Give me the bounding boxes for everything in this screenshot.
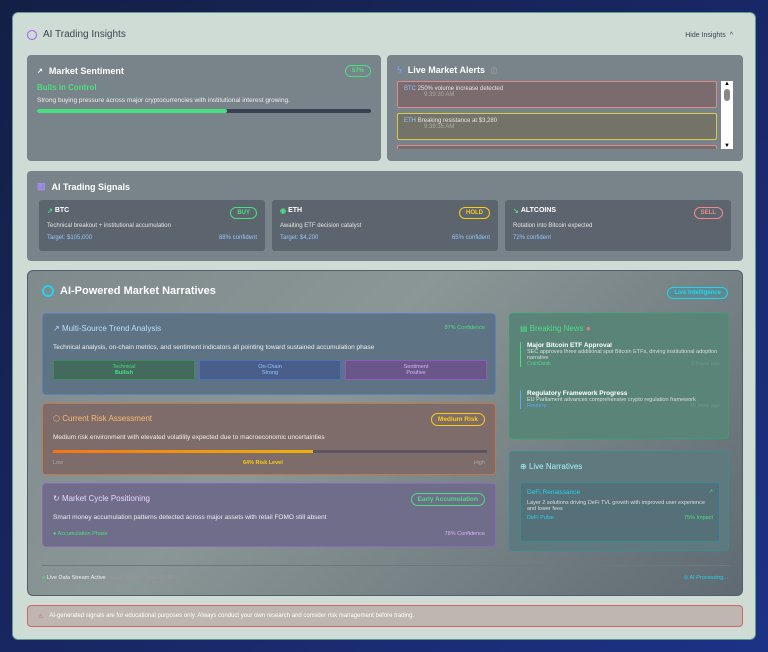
trading-signals-card: ▥ AI Trading Signals ↗ BTC BUY Technical br…	[27, 171, 743, 261]
panel-title: AI Trading Insights	[43, 29, 126, 40]
market-sentiment-card: ↗ Market Sentiment 57% Bulls in Control S…	[27, 55, 381, 161]
ai-processing-indicator: ◎ AI Processing...	[683, 575, 728, 581]
warning-icon: ⚠	[38, 613, 44, 620]
signal-card-btc[interactable]: ↗ BTC BUY Technical breakout + institution…	[39, 200, 265, 251]
lightning-icon: ϟ	[397, 65, 402, 75]
chart-icon: ▥	[37, 181, 46, 191]
trend-up-icon: ↗	[37, 68, 43, 75]
sentiment-desc: Strong buying pressure across major cryp…	[37, 97, 290, 104]
disclaimer: ⚠ AI-generated signals are for educationa…	[27, 605, 743, 627]
alert-item: BTC 250% volume increase detected 9:39:30…	[397, 81, 717, 108]
sentiment-title: Market Sentiment	[48, 66, 124, 76]
metric-onchain: On-Chain Strong	[199, 360, 341, 380]
signal-card-altcoins[interactable]: ↘ ALTCOINS SELL Rotation into Bitcoin expe…	[505, 200, 731, 251]
live-narratives-box: ⊕ Live Narratives DeFi Renaissance ↗ Laye…	[509, 451, 729, 551]
hide-insights-button[interactable]: Hide Insights ^	[685, 32, 733, 39]
brain-icon	[27, 29, 37, 40]
insights-panel: AI Trading Insights Hide Insights ^ ↗ Mark…	[12, 12, 756, 640]
sentiment-badge: 57%	[344, 65, 371, 77]
live-intelligence-badge: Live Intelligence	[667, 287, 728, 299]
metric-sentiment: Sentiment Positive	[345, 360, 487, 380]
cycle-positioning-box: ↻ Market Cycle Positioning Early Accumul…	[42, 483, 496, 547]
info-icon: ⓘ	[490, 68, 497, 75]
trend-analysis-box: ↗ Multi-Source Trend Analysis 87% Confid…	[42, 313, 496, 395]
signal-card-eth[interactable]: ◉ ETH HOLD Awaiting ETF decision catalyst T…	[272, 200, 498, 251]
news-item[interactable]: Regulatory Framework Progress EU Parliame…	[520, 390, 720, 409]
narratives-section: AI-Powered Market Narratives Live Intell…	[27, 270, 743, 596]
risk-bar	[53, 450, 487, 453]
metric-technical: Technical Bullish	[53, 360, 195, 380]
target-icon	[42, 285, 54, 297]
sentiment-status: Bulls in Control	[37, 83, 97, 92]
breaking-news-box: ▤ Breaking News ● Major Bitcoin ETF Appr…	[509, 313, 729, 439]
alerts-scrollbar[interactable]: ▲ ▼	[721, 81, 733, 149]
chevron-up-icon: ^	[729, 32, 733, 39]
narrative-item[interactable]: DeFi Renaissance ↗ Layer 2 solutions driv…	[520, 482, 720, 542]
sentiment-bar	[37, 109, 371, 113]
panel-header: AI Trading Insights	[27, 29, 126, 40]
risk-assessment-box: ⬡ Current Risk Assessment Medium Risk Me…	[42, 403, 496, 475]
alert-item: ETH Breaking resistance at $3,280 9:39:35…	[397, 113, 717, 140]
live-alerts-card: ϟ Live Market Alerts ⓘ BTC 250% volume inc…	[387, 55, 743, 161]
news-item[interactable]: Major Bitcoin ETF Approval SEC approves t…	[520, 342, 720, 367]
